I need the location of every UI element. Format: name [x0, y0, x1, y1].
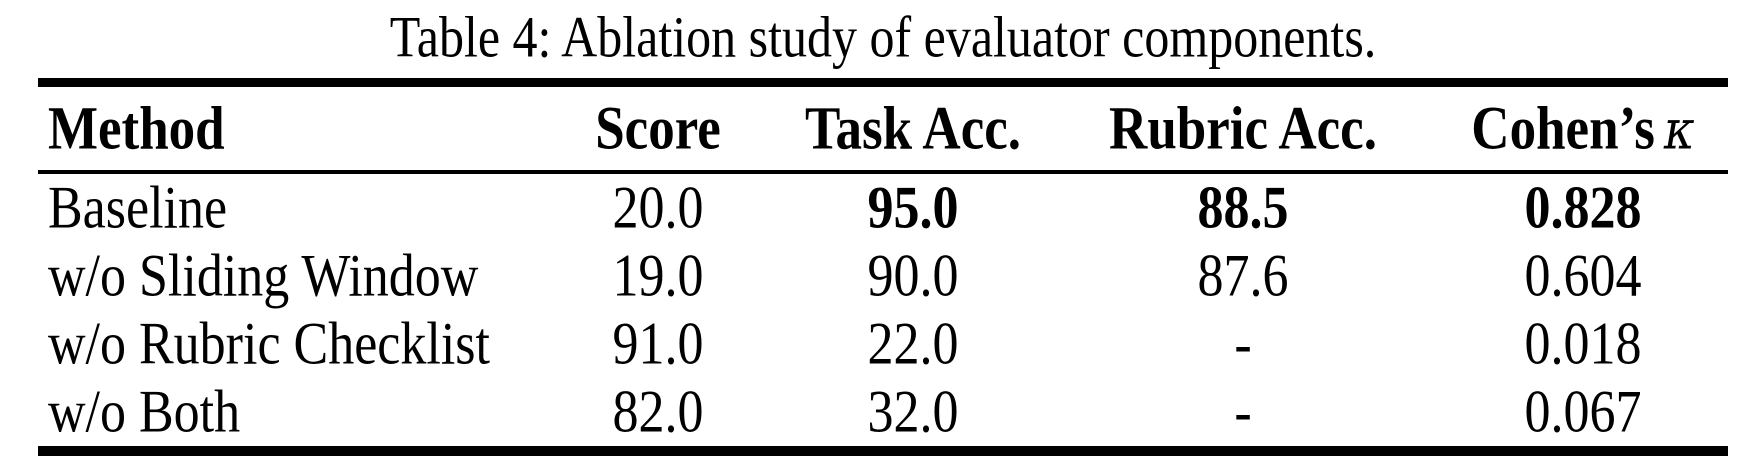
cell-method: w/o Sliding Window [48, 242, 479, 310]
table-rule-header-divider [38, 170, 1728, 174]
cell-rubric-acc: 88.5 [1197, 174, 1289, 242]
table-rule-top [38, 78, 1728, 87]
table-rule-bottom [38, 446, 1728, 456]
ablation-table: Method Score Task Acc. Rubric Acc. Cohen… [38, 78, 1728, 456]
table-row: w/o Both 82.0 32.0 - 0.067 [38, 378, 1728, 446]
cohens-label: Cohen’s [1471, 94, 1655, 163]
table-row: w/o Rubric Checklist 91.0 22.0 - 0.018 [38, 310, 1728, 378]
cell-method: w/o Both [48, 378, 241, 446]
cell-method: w/o Rubric Checklist [48, 310, 490, 378]
cell-score: 19.0 [612, 242, 704, 310]
cell-cohens-kappa: 0.067 [1524, 378, 1642, 446]
col-header-task-acc: Task Acc. [805, 94, 1021, 163]
cell-cohens-kappa: 0.828 [1524, 174, 1642, 242]
cell-task-acc: 90.0 [867, 242, 959, 310]
table-row: Baseline 20.0 95.0 88.5 0.828 [38, 174, 1728, 242]
cell-task-acc: 22.0 [867, 310, 959, 378]
cell-task-acc: 32.0 [867, 378, 959, 446]
cell-task-acc: 95.0 [867, 174, 959, 242]
cell-rubric-acc: 87.6 [1197, 242, 1289, 310]
cell-cohens-kappa: 0.604 [1524, 242, 1642, 310]
cell-rubric-acc: - [1234, 378, 1252, 446]
cell-method: Baseline [48, 174, 228, 242]
table-row: w/o Sliding Window 19.0 90.0 87.6 0.604 [38, 242, 1728, 310]
col-header-rubric-acc: Rubric Acc. [1109, 94, 1377, 163]
col-header-score: Score [595, 94, 721, 163]
cell-rubric-acc: - [1234, 310, 1252, 378]
cell-score: 20.0 [612, 174, 704, 242]
cell-score: 91.0 [612, 310, 704, 378]
col-header-method: Method [48, 94, 225, 163]
cell-score: 82.0 [612, 378, 704, 446]
kappa-symbol: κ [1663, 98, 1695, 163]
table-header-row: Method Score Task Acc. Rubric Acc. Cohen… [38, 87, 1728, 170]
table-caption: Table 4: Ablation study of evaluator com… [389, 4, 1377, 70]
cell-cohens-kappa: 0.018 [1524, 310, 1642, 378]
col-header-cohens-kappa: Cohen’s κ [1438, 94, 1728, 164]
